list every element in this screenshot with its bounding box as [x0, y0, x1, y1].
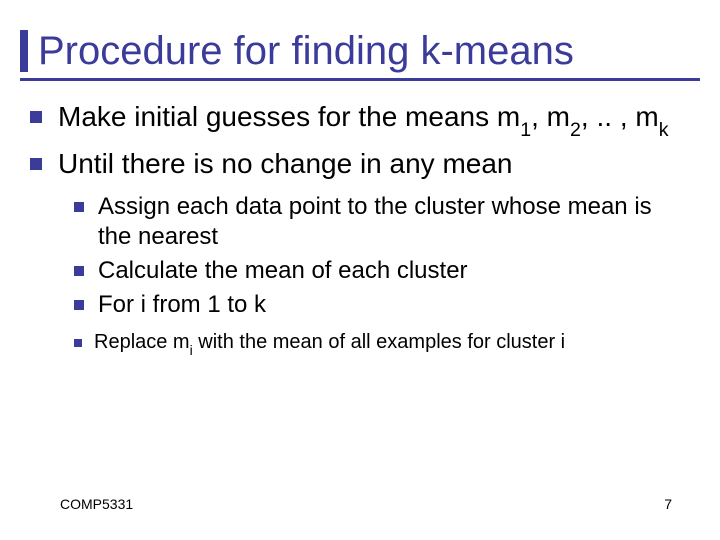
title-underline [20, 78, 700, 81]
l2-item: Calculate the mean of each cluster [74, 256, 690, 286]
subscript: k [659, 119, 669, 141]
subscript: i [190, 342, 193, 358]
text-fragment: , m [531, 101, 570, 132]
l2-item: Assign each data point to the cluster wh… [74, 192, 690, 252]
l2-text: Assign each data point to the cluster wh… [98, 192, 690, 252]
text-fragment: Replace m [94, 331, 190, 353]
square-bullet-icon [74, 300, 84, 310]
l3-item: Replace mi with the mean of all examples… [74, 330, 690, 358]
slide-title: Procedure for finding k-means [38, 30, 574, 72]
subscript: 1 [520, 119, 531, 141]
square-bullet-icon [74, 202, 84, 212]
square-bullet-icon [30, 158, 42, 170]
l2-item: For i from 1 to k [74, 290, 690, 320]
bullet-list-level3: Replace mi with the mean of all examples… [74, 330, 690, 358]
footer-page-number: 7 [664, 496, 672, 512]
l1-item: Make initial guesses for the means m1, m… [30, 99, 690, 140]
subscript: 2 [570, 119, 581, 141]
l1-item: Until there is no change in any mean [30, 146, 690, 182]
square-bullet-icon [30, 111, 42, 123]
accent-bar [20, 30, 28, 72]
l2-text: Calculate the mean of each cluster [98, 256, 468, 286]
text-fragment: Make initial guesses for the means m [58, 101, 520, 132]
title-block: Procedure for finding k-means [0, 0, 720, 78]
square-bullet-icon [74, 339, 82, 347]
text-fragment: , .. , m [581, 101, 659, 132]
l3-text: Replace mi with the mean of all examples… [94, 330, 565, 358]
l1-text: Make initial guesses for the means m1, m… [58, 99, 669, 140]
square-bullet-icon [74, 266, 84, 276]
slide-container: Procedure for finding k-means Make initi… [0, 0, 720, 540]
text-fragment: with the mean of all examples for cluste… [193, 331, 565, 353]
footer-course-code: COMP5331 [60, 496, 133, 512]
content-area: Make initial guesses for the means m1, m… [0, 99, 720, 357]
bullet-list-level1: Make initial guesses for the means m1, m… [30, 99, 690, 182]
bullet-list-level2: Assign each data point to the cluster wh… [74, 192, 690, 320]
l1-text: Until there is no change in any mean [58, 146, 513, 182]
l2-text: For i from 1 to k [98, 290, 266, 320]
